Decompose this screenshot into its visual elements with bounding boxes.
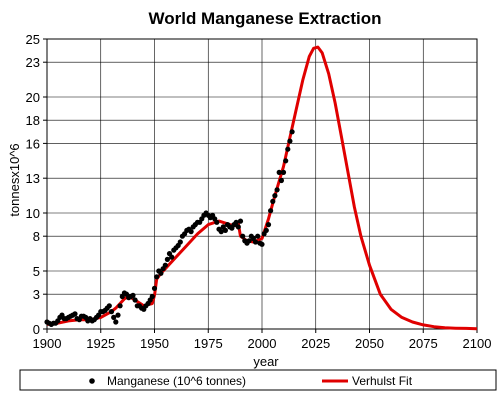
legend-scatter-label: Manganese (10^6 tonnes) — [107, 374, 246, 388]
x-axis-label: year — [253, 354, 279, 369]
data-point — [289, 129, 295, 135]
y-tick-label: 5 — [33, 264, 40, 279]
data-point — [285, 146, 291, 152]
x-tick-label: 1975 — [194, 336, 223, 351]
x-tick-label: 2050 — [355, 336, 384, 351]
data-point — [235, 224, 241, 230]
data-point — [270, 198, 276, 204]
data-point — [283, 158, 289, 164]
data-point — [106, 303, 112, 309]
data-point — [188, 229, 194, 235]
data-point — [240, 233, 246, 239]
data-point — [272, 193, 278, 199]
data-point — [218, 229, 224, 235]
scatter-series — [44, 129, 295, 327]
data-point — [233, 219, 239, 225]
data-point — [130, 292, 136, 298]
data-point — [132, 297, 138, 303]
y-tick-label: 0 — [33, 322, 40, 337]
data-point — [259, 241, 265, 247]
data-point — [252, 239, 259, 245]
x-tick-label: 2025 — [301, 336, 330, 351]
x-tick-label: 1900 — [33, 336, 62, 351]
data-point — [280, 169, 287, 175]
data-point — [117, 303, 123, 309]
y-tick-label: 13 — [26, 171, 40, 186]
data-point — [177, 239, 183, 245]
data-point — [164, 256, 170, 262]
y-tick-label: 23 — [26, 55, 40, 70]
y-tick-label: 16 — [26, 136, 40, 151]
legend-box — [19, 369, 497, 391]
y-tick-label: 10 — [26, 206, 40, 221]
data-point — [154, 274, 160, 280]
data-point — [162, 262, 168, 268]
data-point — [222, 227, 228, 233]
x-tick-label: 2100 — [463, 336, 492, 351]
y-tick-label: 20 — [26, 90, 40, 105]
x-tick-label: 1925 — [86, 336, 115, 351]
data-point — [246, 238, 252, 244]
data-point — [149, 293, 155, 300]
y-tick-label: 25 — [26, 32, 40, 47]
legend-fit-label: Verhulst Fit — [352, 374, 413, 388]
data-point — [169, 254, 175, 260]
x-tick-label: 1950 — [140, 336, 169, 351]
data-point — [287, 138, 293, 144]
data-point — [237, 218, 244, 224]
data-point — [268, 208, 274, 214]
data-point — [274, 187, 280, 193]
x-tick-label: 2000 — [248, 336, 277, 351]
data-point — [255, 233, 261, 239]
data-point — [265, 222, 272, 228]
data-point — [278, 177, 284, 184]
data-point — [263, 227, 269, 233]
data-point — [115, 312, 121, 318]
data-point — [276, 169, 282, 175]
legend: Manganese (10^6 tonnes) Verhulst Fit — [19, 369, 497, 391]
data-point — [111, 314, 117, 320]
x-tick-label: 2075 — [409, 336, 438, 351]
y-tick-label: 8 — [33, 229, 40, 244]
x-axis: 1900 1925 1950 1975 2000 2025 2050 2075 2100 — [33, 329, 492, 351]
data-point — [72, 311, 78, 317]
y-axis-label: tonnesx10^6 — [7, 143, 22, 216]
y-tick-label: 3 — [33, 287, 40, 302]
data-point — [151, 285, 158, 291]
data-point — [113, 319, 119, 325]
chart-title: World Manganese Extraction — [148, 9, 381, 28]
y-tick-label: 18 — [26, 113, 40, 128]
data-point — [214, 219, 220, 225]
legend-scatter-marker — [89, 378, 95, 384]
data-point — [108, 309, 115, 315]
data-point — [158, 270, 164, 276]
y-axis: 0 3 5 8 10 13 16 18 20 23 25 — [26, 32, 47, 337]
